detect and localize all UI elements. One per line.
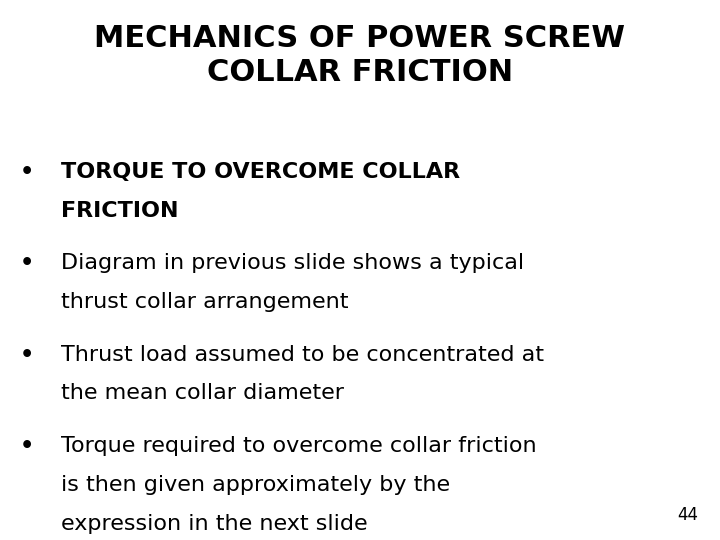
Text: Torque required to overcome collar friction: Torque required to overcome collar frict… [61, 436, 537, 456]
Text: Diagram in previous slide shows a typical: Diagram in previous slide shows a typica… [61, 253, 524, 273]
Text: the mean collar diameter: the mean collar diameter [61, 383, 344, 403]
Text: 44: 44 [678, 506, 698, 524]
Text: FRICTION: FRICTION [61, 201, 179, 221]
Text: TORQUE TO OVERCOME COLLAR: TORQUE TO OVERCOME COLLAR [61, 162, 460, 182]
Text: •: • [20, 345, 35, 364]
Text: •: • [20, 436, 35, 456]
Text: •: • [20, 162, 35, 182]
Text: MECHANICS OF POWER SCREW
COLLAR FRICTION: MECHANICS OF POWER SCREW COLLAR FRICTION [94, 24, 626, 87]
Text: thrust collar arrangement: thrust collar arrangement [61, 292, 348, 312]
Text: expression in the next slide: expression in the next slide [61, 514, 368, 534]
Text: •: • [20, 253, 35, 273]
Text: is then given approximately by the: is then given approximately by the [61, 475, 450, 495]
Text: Thrust load assumed to be concentrated at: Thrust load assumed to be concentrated a… [61, 345, 544, 364]
